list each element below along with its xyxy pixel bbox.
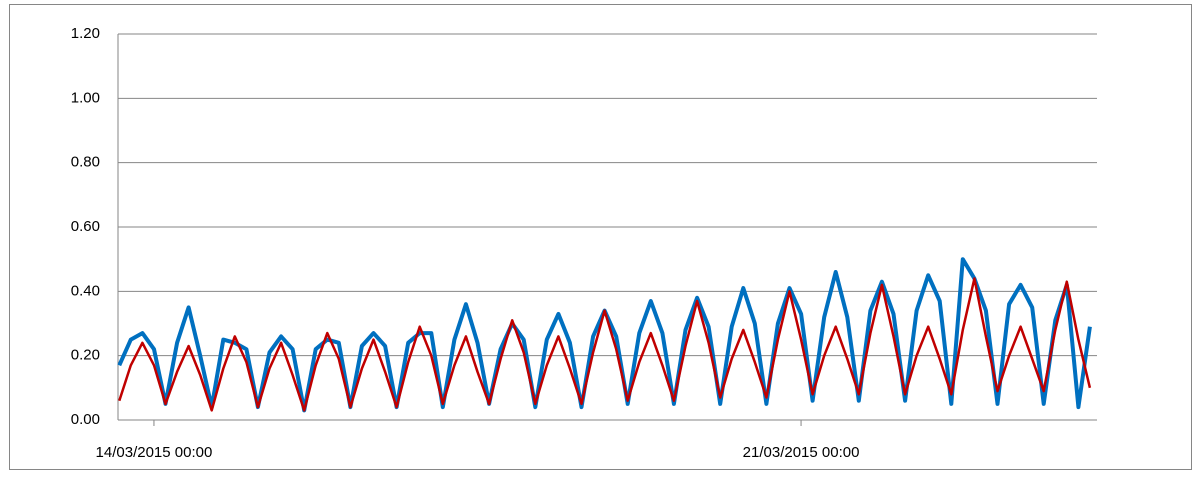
y-tick-label: 0.40 — [71, 282, 100, 299]
x-tick-label: 14/03/2015 00:00 — [96, 444, 213, 461]
y-tick-label: 1.20 — [71, 25, 100, 42]
y-tick-label: 0.00 — [71, 411, 100, 428]
y-tick-label: 1.00 — [71, 89, 100, 106]
y-tick-label: 0.80 — [71, 154, 100, 171]
y-tick-label: 0.60 — [71, 218, 100, 235]
y-tick-label: 0.20 — [71, 347, 100, 364]
chart-border — [9, 4, 1192, 470]
series-line — [118, 277, 1092, 412]
x-tick-label: 21/03/2015 00:00 — [743, 444, 860, 461]
